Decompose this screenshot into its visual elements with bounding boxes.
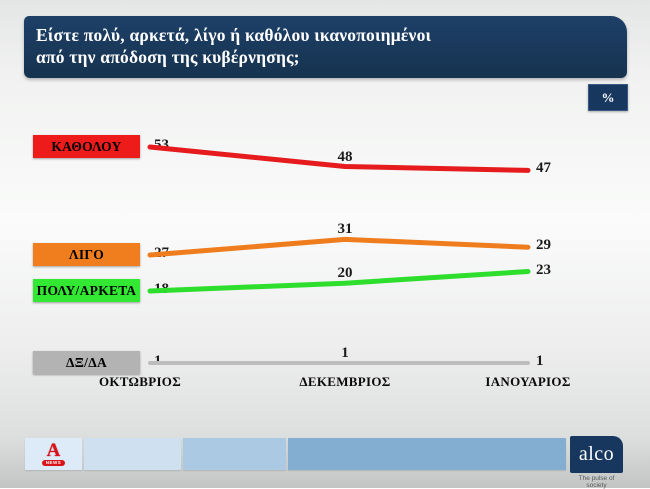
alco-logo-text: alco	[578, 443, 615, 465]
data-point-label: 1	[154, 353, 162, 369]
data-point-label: 48	[337, 148, 353, 165]
data-point-label: 29	[536, 237, 551, 254]
footer-band-4	[288, 438, 566, 470]
series-label-box: ΚΑΘΟΛΟΥ	[33, 135, 140, 158]
satisfaction-line-chart: ΚΑΘΟΛΟΥ 53 48 47 ΛΙΓΟ 27 31 29 ΠΟΛΥ/ΑΡΚΕΤΑ 18 20 23…	[33, 135, 571, 389]
data-point-label: 20	[337, 265, 353, 282]
data-point-label: 1	[341, 345, 349, 361]
poll-question: Είστε πολύ, αρκετά, λίγο ή καθόλου ικανο…	[36, 25, 432, 67]
x-axis-label: ΙΑΝΟΥΑΡΙΟΣ	[485, 374, 571, 389]
alco-tagline: The pulse of society	[578, 475, 615, 489]
title-bar: Είστε πολύ, αρκετά, λίγο ή καθόλου ικανο…	[24, 16, 627, 78]
alpha-news-label: NEWS	[41, 459, 66, 467]
x-axis-label: ΟΚΤΩΒΡΙΟΣ	[98, 374, 182, 389]
data-point-label: 23	[536, 261, 551, 278]
data-point-label: 53	[154, 137, 169, 153]
alco-logo: alco	[570, 436, 623, 473]
data-point-label: 18	[154, 281, 169, 297]
percent-unit-badge: %	[588, 84, 628, 111]
footer-band-2	[84, 438, 181, 470]
x-axis-label: ΔΕΚΕΜΒΡΙΟΣ	[299, 374, 391, 389]
footer-band-3	[183, 438, 286, 470]
alpha-news-logo: A NEWS	[41, 439, 66, 467]
data-point-label: 27	[154, 245, 169, 261]
series-label-box: ΠΟΛΥ/ΑΡΚΕΤΑ	[33, 279, 140, 302]
data-point-label: 1	[536, 353, 544, 369]
footer-band-1: A NEWS	[25, 438, 82, 470]
series-line	[147, 236, 531, 258]
data-point-label: 47	[536, 160, 551, 177]
data-point-label: 31	[337, 221, 353, 238]
footer: A NEWS alco The pulse of society	[0, 436, 650, 489]
series-label-box: ΔΞ/ΔΑ	[33, 351, 140, 374]
series-label-box: ΛΙΓΟ	[33, 243, 140, 266]
alpha-letter: A	[46, 439, 61, 461]
